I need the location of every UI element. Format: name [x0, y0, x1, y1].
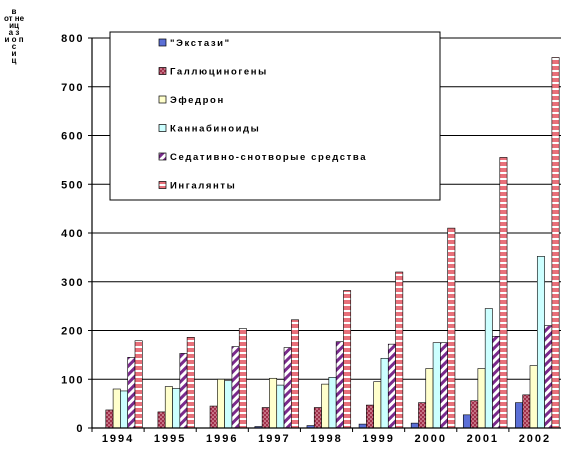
bar	[231, 346, 240, 429]
bar	[373, 381, 382, 429]
bar	[544, 325, 553, 429]
bar	[410, 422, 419, 429]
y-tick-label: 100	[61, 374, 84, 386]
bar	[484, 308, 493, 429]
x-tick-label: 1997	[258, 433, 290, 445]
bar	[172, 388, 181, 429]
y-axis-label-line: с	[11, 42, 17, 51]
bar	[447, 227, 456, 429]
y-tick-label: 700	[61, 82, 84, 94]
bar	[276, 384, 285, 429]
bar	[522, 394, 531, 429]
x-tick-label: 1994	[102, 433, 134, 445]
bar	[492, 336, 501, 429]
y-tick-label: 500	[61, 179, 84, 191]
legend-label: Ингалянты	[170, 181, 236, 192]
legend-swatch	[158, 181, 167, 189]
bar	[127, 357, 136, 429]
bar	[224, 380, 233, 429]
bar	[515, 402, 523, 429]
bar	[462, 414, 471, 429]
x-tick-label: 2002	[519, 433, 551, 445]
x-tick-label: 1999	[362, 433, 394, 445]
y-tick-label: 0	[76, 423, 84, 435]
x-tick-label: 2001	[467, 433, 499, 445]
bar	[440, 342, 448, 429]
bar	[157, 411, 166, 429]
bar	[432, 342, 441, 429]
bar	[380, 357, 389, 429]
bar	[387, 343, 396, 429]
legend-swatch	[158, 95, 167, 104]
bar	[134, 340, 143, 429]
bar	[321, 383, 330, 429]
bar	[209, 405, 218, 429]
y-axis-label-line: а з	[8, 28, 20, 37]
bar	[261, 407, 270, 429]
bar	[343, 290, 352, 429]
bar	[217, 378, 225, 429]
bar	[238, 328, 247, 429]
y-axis-label-line: и о п	[4, 35, 24, 44]
x-tick-label: 1995	[154, 433, 186, 445]
bar	[529, 365, 538, 429]
legend-label: Эфедрон	[170, 95, 225, 106]
y-tick-label: 800	[61, 33, 84, 45]
bar	[112, 388, 121, 429]
y-tick-label: 300	[61, 277, 84, 289]
bar	[328, 376, 337, 429]
y-axis-label: в от неиц а з и о п с и ц	[3, 7, 25, 65]
y-axis-label-line: и	[11, 49, 17, 58]
bar	[335, 341, 344, 429]
legend-label: Галлюциногены	[170, 67, 268, 78]
y-axis-label-line: ц	[11, 56, 17, 65]
bar	[164, 386, 173, 429]
legend-label: Каннабиноиды	[170, 124, 260, 135]
bar	[425, 368, 434, 429]
bar	[418, 402, 427, 429]
x-tick-label: 1998	[310, 433, 342, 445]
legend-swatch	[158, 152, 167, 161]
legend-label: "Экстази"	[170, 38, 231, 49]
bar	[551, 57, 560, 429]
bar	[470, 400, 479, 429]
legend-box	[109, 31, 441, 201]
bar	[366, 404, 374, 429]
bar	[499, 157, 508, 429]
bar	[283, 347, 292, 429]
y-tick-label: 600	[61, 131, 84, 143]
bar	[536, 256, 545, 429]
y-axis-label-line: от неиц	[3, 14, 25, 30]
y-axis-label-line: в	[11, 7, 17, 16]
bar	[477, 368, 486, 429]
legend-label: Седативно-снотворые средства	[170, 152, 367, 163]
x-tick-label: 2000	[414, 433, 446, 445]
bar	[313, 407, 322, 429]
y-tick-label: 200	[61, 326, 84, 338]
bar	[395, 271, 404, 429]
bar	[120, 390, 129, 429]
bar	[179, 353, 188, 429]
bar	[186, 337, 195, 429]
legend-swatch	[158, 124, 167, 132]
legend-swatch	[158, 38, 167, 47]
bar	[269, 377, 278, 429]
bar	[291, 319, 299, 429]
y-tick-label: 400	[61, 228, 84, 240]
bar	[105, 409, 114, 429]
legend-swatch	[158, 67, 167, 75]
x-tick-label: 1996	[206, 433, 238, 445]
